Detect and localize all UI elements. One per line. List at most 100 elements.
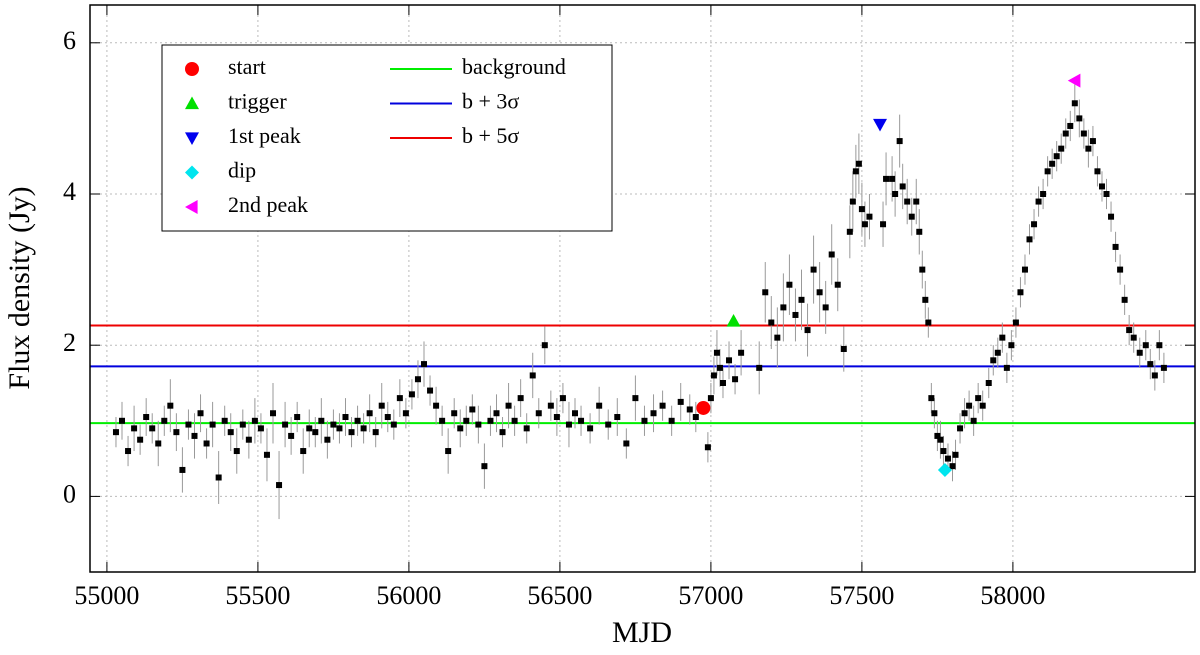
data-point: [433, 402, 440, 409]
event-marker: [937, 462, 952, 477]
data-point: [408, 391, 415, 398]
data-point: [726, 357, 733, 364]
x-tick-label: 55000: [74, 581, 139, 610]
y-axis-label: Flux density (Jy): [3, 186, 36, 389]
data-point: [1089, 138, 1096, 145]
data-point: [125, 448, 132, 455]
data-point: [732, 376, 739, 383]
data-point: [493, 410, 500, 417]
data-point: [710, 372, 717, 379]
data-point: [1031, 221, 1038, 228]
data-point: [288, 432, 295, 439]
data-point: [931, 410, 938, 417]
data-point: [390, 421, 397, 428]
data-point: [257, 425, 264, 432]
data-point: [896, 138, 903, 145]
data-point: [999, 334, 1006, 341]
legend-label: b + 3σ: [462, 89, 519, 114]
data-point: [463, 417, 470, 424]
data-point: [650, 410, 657, 417]
data-point: [940, 448, 947, 455]
x-tick-label: 56500: [527, 581, 592, 610]
data-point: [1130, 334, 1137, 341]
data-point: [990, 357, 997, 364]
data-point: [221, 417, 228, 424]
data-point: [1085, 145, 1092, 152]
x-tick-label: 56000: [376, 581, 441, 610]
data-point: [1049, 160, 1056, 167]
data-point: [167, 402, 174, 409]
data-point: [251, 417, 258, 424]
data-point: [659, 402, 666, 409]
data-point: [944, 455, 951, 462]
data-point: [324, 436, 331, 443]
data-point: [209, 421, 216, 428]
data-point: [1053, 153, 1060, 160]
legend-label: dip: [228, 158, 256, 183]
data-point: [1108, 213, 1115, 220]
data-point: [919, 266, 926, 273]
data-point: [641, 417, 648, 424]
data-point: [880, 221, 887, 228]
data-point: [632, 395, 639, 402]
data-point: [966, 402, 973, 409]
data-point: [614, 414, 621, 421]
data-point: [1094, 168, 1101, 175]
data-point: [306, 425, 313, 432]
data-point: [535, 410, 542, 417]
legend-marker: [185, 132, 199, 145]
data-point: [786, 281, 793, 288]
data-point: [161, 417, 168, 424]
data-point: [360, 425, 367, 432]
x-tick-label: 57000: [678, 581, 743, 610]
data-point: [499, 429, 506, 436]
data-point: [899, 183, 906, 190]
data-point: [692, 414, 699, 421]
data-point: [677, 398, 684, 405]
data-point: [529, 372, 536, 379]
data-point: [908, 213, 915, 220]
y-tick-label: 2: [63, 328, 76, 357]
data-point: [421, 361, 428, 368]
event-marker: [873, 118, 888, 132]
data-point: [970, 417, 977, 424]
data-point: [294, 414, 301, 421]
data-point: [112, 429, 119, 436]
data-point: [378, 402, 385, 409]
data-point: [994, 349, 1001, 356]
data-point: [185, 421, 192, 428]
data-point: [1058, 145, 1065, 152]
data-point: [798, 296, 805, 303]
data-point: [119, 417, 126, 424]
data-point: [707, 395, 714, 402]
data-point: [342, 414, 349, 421]
data-point: [774, 334, 781, 341]
data-point: [961, 410, 968, 417]
data-point: [975, 395, 982, 402]
data-point: [276, 482, 283, 489]
data-point: [716, 364, 723, 371]
data-point: [137, 436, 144, 443]
data-point: [348, 429, 355, 436]
data-point: [469, 406, 476, 413]
data-point: [780, 304, 787, 311]
data-point: [858, 206, 865, 213]
data-point: [846, 228, 853, 235]
data-point: [1062, 130, 1069, 137]
data-point: [354, 417, 361, 424]
event-marker: [696, 400, 711, 415]
data-point: [1044, 168, 1051, 175]
data-point: [396, 395, 403, 402]
data-point: [372, 429, 379, 436]
data-point: [916, 228, 923, 235]
data-point: [979, 402, 986, 409]
data-point: [1136, 349, 1143, 356]
data-point: [1040, 191, 1047, 197]
data-point: [1117, 266, 1124, 273]
data-point: [300, 448, 307, 455]
data-point: [904, 198, 911, 205]
data-point: [541, 342, 548, 349]
data-point: [427, 387, 434, 394]
